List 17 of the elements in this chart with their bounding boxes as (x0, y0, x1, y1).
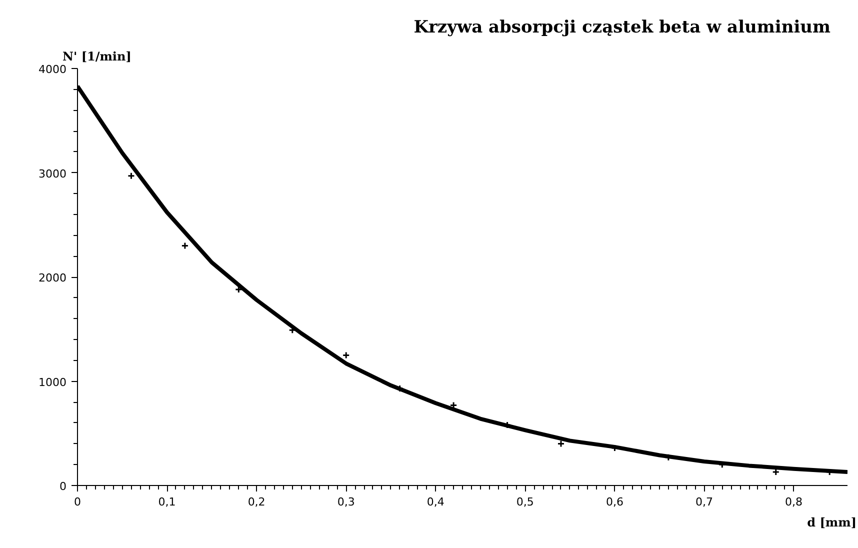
y-tick-label: 2000 (38, 272, 67, 284)
y-axis-title: N' [1/min] (62, 50, 132, 64)
x-axis-title: d [mm] (807, 516, 857, 530)
y-tick-label: 3000 (38, 167, 67, 180)
x-tick-label: 0,7 (695, 496, 713, 508)
x-tick-label: 0,8 (785, 496, 803, 508)
x-tick-label: 0,5 (516, 496, 534, 508)
x-tick-label: 0,4 (426, 496, 444, 508)
x-tick-label: 0 (74, 496, 81, 508)
y-tick-label: 0 (60, 480, 66, 493)
chart-title: Krzywa absorpcji cząstek beta w aluminium (414, 18, 831, 38)
x-tick-label: 0,3 (337, 496, 355, 508)
x-tick-label: 0,2 (248, 496, 266, 508)
y-tick-label: 1000 (38, 376, 67, 389)
y-tick-label: 4000 (38, 63, 67, 76)
x-tick-label: 0,1 (158, 496, 176, 508)
x-tick-label: 0,6 (606, 496, 624, 508)
